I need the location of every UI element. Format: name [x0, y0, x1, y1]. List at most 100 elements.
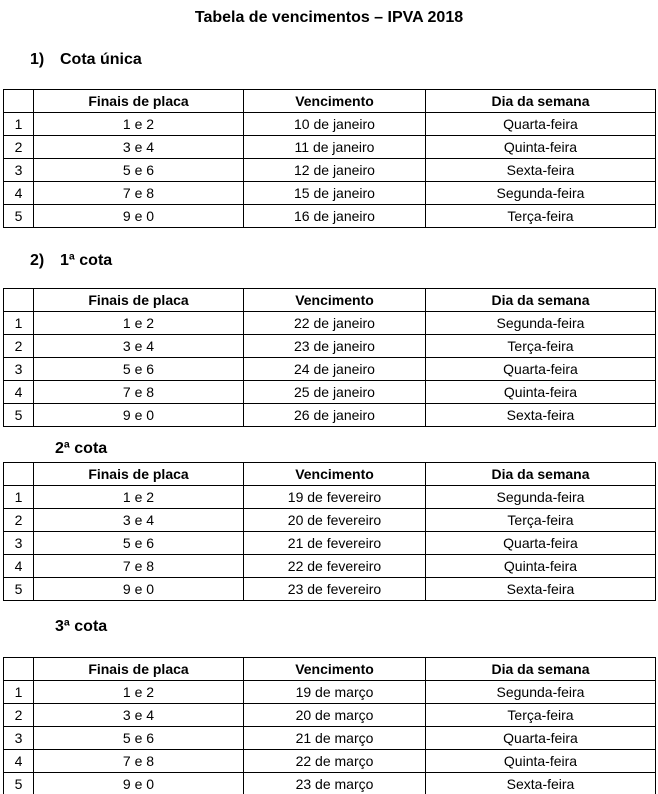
cell-due-date: 23 de janeiro [243, 334, 426, 358]
cell-due-date: 10 de janeiro [243, 112, 426, 136]
section-number: 1) [30, 51, 45, 68]
cell-plates: 9 e 0 [33, 403, 244, 427]
cell-due-date: 23 de fevereiro [243, 577, 426, 601]
cell-due-date: 24 de janeiro [243, 357, 426, 381]
cell-weekday: Quinta-feira [425, 749, 656, 773]
cell-index: 3 [3, 357, 34, 381]
cell-plates: 9 e 0 [33, 204, 244, 228]
cell-due-date: 26 de janeiro [243, 403, 426, 427]
cell-index: 3 [3, 158, 34, 182]
cell-weekday: Quarta-feira [425, 357, 656, 381]
table-row: 1 1 e 2 19 de março Segunda-feira [3, 680, 656, 704]
cell-weekday: Quarta-feira [425, 726, 656, 750]
cell-due-date: 23 de março [243, 772, 426, 794]
section-heading-cota-unica: 1) Cota única [0, 51, 658, 69]
due-dates-table-3a-cota: Finais de placa Vencimento Dia da semana… [3, 657, 656, 794]
table-row: 3 5 e 6 24 de janeiro Quarta-feira [3, 357, 656, 381]
table-row: 3 5 e 6 21 de fevereiro Quarta-feira [3, 531, 656, 555]
header-cell-index [3, 657, 34, 681]
cell-plates: 3 e 4 [33, 135, 244, 159]
header-cell-index [3, 288, 34, 312]
table-header-row: Finais de placa Vencimento Dia da semana [3, 462, 656, 486]
table-row: 4 7 e 8 15 de janeiro Segunda-feira [3, 181, 656, 205]
cell-due-date: 15 de janeiro [243, 181, 426, 205]
header-cell-weekday: Dia da semana [425, 89, 656, 113]
cell-plates: 7 e 8 [33, 380, 244, 404]
cell-index: 1 [3, 485, 34, 509]
header-cell-due-date: Vencimento [243, 288, 426, 312]
table-row: 5 9 e 0 23 de março Sexta-feira [3, 772, 656, 794]
header-cell-plates: Finais de placa [33, 89, 244, 113]
cell-index: 4 [3, 181, 34, 205]
cell-index: 5 [3, 772, 34, 794]
header-cell-due-date: Vencimento [243, 89, 426, 113]
section-heading-3a-cota: 3ª cota [0, 618, 658, 636]
cell-due-date: 21 de fevereiro [243, 531, 426, 555]
cell-index: 5 [3, 403, 34, 427]
table-row: 2 3 e 4 23 de janeiro Terça-feira [3, 334, 656, 358]
header-cell-due-date: Vencimento [243, 462, 426, 486]
cell-index: 5 [3, 577, 34, 601]
table-header-row: Finais de placa Vencimento Dia da semana [3, 288, 656, 312]
cell-plates: 1 e 2 [33, 680, 244, 704]
cell-plates: 7 e 8 [33, 554, 244, 578]
due-dates-table-2a-cota: Finais de placa Vencimento Dia da semana… [3, 462, 656, 601]
cell-plates: 1 e 2 [33, 112, 244, 136]
cell-weekday: Sexta-feira [425, 577, 656, 601]
cell-weekday: Quinta-feira [425, 135, 656, 159]
cell-index: 4 [3, 380, 34, 404]
section-heading-1a-cota: 2) 1ª cota [0, 252, 658, 270]
due-dates-table-1a-cota: Finais de placa Vencimento Dia da semana… [3, 288, 656, 427]
cell-weekday: Terça-feira [425, 204, 656, 228]
cell-index: 2 [3, 508, 34, 532]
cell-due-date: 22 de março [243, 749, 426, 773]
cell-weekday: Quinta-feira [425, 380, 656, 404]
table-row: 4 7 e 8 22 de março Quinta-feira [3, 749, 656, 773]
cell-weekday: Quarta-feira [425, 112, 656, 136]
cell-weekday: Terça-feira [425, 334, 656, 358]
header-cell-plates: Finais de placa [33, 288, 244, 312]
cell-due-date: 20 de fevereiro [243, 508, 426, 532]
header-cell-weekday: Dia da semana [425, 657, 656, 681]
due-dates-table-cota-unica: Finais de placa Vencimento Dia da semana… [3, 89, 656, 228]
cell-plates: 7 e 8 [33, 181, 244, 205]
table-row: 2 3 e 4 20 de março Terça-feira [3, 703, 656, 727]
cell-due-date: 11 de janeiro [243, 135, 426, 159]
cell-due-date: 20 de março [243, 703, 426, 727]
table-row: 3 5 e 6 21 de março Quarta-feira [3, 726, 656, 750]
cell-index: 2 [3, 334, 34, 358]
cell-index: 5 [3, 204, 34, 228]
cell-due-date: 19 de março [243, 680, 426, 704]
document-title: Tabela de vencimentos – IPVA 2018 [194, 9, 464, 26]
cell-plates: 9 e 0 [33, 577, 244, 601]
cell-weekday: Terça-feira [425, 703, 656, 727]
table-row: 2 3 e 4 20 de fevereiro Terça-feira [3, 508, 656, 532]
cell-plates: 5 e 6 [33, 726, 244, 750]
cell-plates: 3 e 4 [33, 334, 244, 358]
cell-index: 1 [3, 112, 34, 136]
cell-index: 4 [3, 749, 34, 773]
table-header-row: Finais de placa Vencimento Dia da semana [3, 89, 656, 113]
section-title: 3ª cota [55, 618, 108, 635]
cell-weekday: Quinta-feira [425, 554, 656, 578]
cell-due-date: 21 de março [243, 726, 426, 750]
cell-weekday: Terça-feira [425, 508, 656, 532]
section-title: Cota única [60, 51, 142, 68]
cell-due-date: 25 de janeiro [243, 380, 426, 404]
table-row: 1 1 e 2 22 de janeiro Segunda-feira [3, 311, 656, 335]
cell-due-date: 19 de fevereiro [243, 485, 426, 509]
cell-due-date: 22 de fevereiro [243, 554, 426, 578]
cell-weekday: Segunda-feira [425, 680, 656, 704]
header-cell-plates: Finais de placa [33, 462, 244, 486]
table-row: 4 7 e 8 25 de janeiro Quinta-feira [3, 380, 656, 404]
header-cell-index [3, 462, 34, 486]
cell-weekday: Quarta-feira [425, 531, 656, 555]
cell-plates: 7 e 8 [33, 749, 244, 773]
cell-weekday: Segunda-feira [425, 485, 656, 509]
table-row: 5 9 e 0 16 de janeiro Terça-feira [3, 204, 656, 228]
section-title: 1ª cota [60, 252, 113, 269]
table-row: 5 9 e 0 26 de janeiro Sexta-feira [3, 403, 656, 427]
cell-plates: 1 e 2 [33, 485, 244, 509]
header-cell-plates: Finais de placa [33, 657, 244, 681]
